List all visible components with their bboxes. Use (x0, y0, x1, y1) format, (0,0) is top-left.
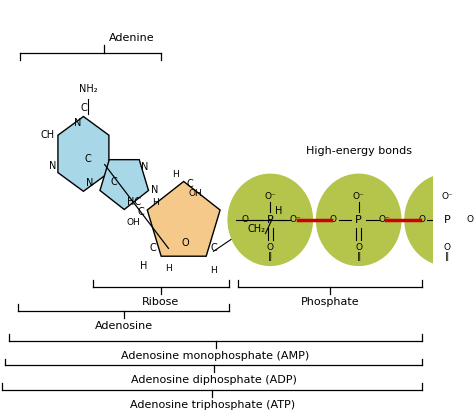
Text: High-energy bonds: High-energy bonds (306, 146, 412, 156)
Text: Ribose: Ribose (142, 297, 180, 306)
Polygon shape (58, 116, 109, 191)
Text: Adenine: Adenine (109, 33, 154, 43)
Text: ‖: ‖ (268, 252, 273, 261)
Text: O⁻: O⁻ (264, 192, 276, 201)
Text: O⁻: O⁻ (353, 192, 365, 201)
Text: C: C (211, 243, 218, 253)
Text: N: N (141, 161, 148, 172)
Text: O⁻: O⁻ (378, 215, 390, 224)
Text: ‖: ‖ (445, 252, 449, 261)
Text: Adenosine triphosphate (ATP): Adenosine triphosphate (ATP) (130, 400, 295, 410)
Text: P: P (267, 215, 273, 225)
Text: N: N (86, 178, 93, 188)
Circle shape (316, 173, 401, 266)
Text: ‖: ‖ (356, 252, 361, 261)
Text: NH₂: NH₂ (79, 84, 97, 94)
Polygon shape (147, 181, 220, 256)
Text: OH: OH (188, 189, 202, 198)
Circle shape (228, 173, 313, 266)
Text: O⁻: O⁻ (290, 215, 301, 224)
Text: C: C (186, 178, 193, 188)
Polygon shape (100, 160, 148, 209)
Text: Adenosine diphosphate (ADP): Adenosine diphosphate (ADP) (131, 375, 297, 385)
Text: C: C (138, 207, 145, 217)
Text: O: O (444, 243, 451, 252)
Text: O⁻: O⁻ (467, 215, 474, 224)
Text: Phosphate: Phosphate (301, 297, 360, 306)
Text: C: C (111, 176, 118, 187)
Text: P: P (444, 215, 450, 225)
Text: C: C (150, 243, 156, 253)
Circle shape (404, 173, 474, 266)
Text: OH: OH (126, 218, 140, 227)
Text: H: H (210, 266, 217, 275)
Text: H: H (173, 170, 179, 179)
Text: P: P (356, 215, 362, 225)
Text: C: C (84, 154, 91, 164)
Text: O: O (418, 215, 425, 224)
Text: CH₂: CH₂ (247, 224, 265, 234)
Text: N: N (49, 161, 56, 171)
Text: H: H (165, 264, 172, 273)
Text: O: O (182, 238, 189, 248)
Text: O: O (267, 243, 274, 252)
Text: CH: CH (40, 130, 55, 140)
Text: C: C (80, 102, 87, 113)
Text: HC: HC (127, 197, 141, 206)
Text: O: O (355, 243, 362, 252)
Text: Adenosine monophosphate (AMP): Adenosine monophosphate (AMP) (121, 351, 310, 361)
Text: O⁻: O⁻ (441, 192, 453, 201)
Text: H: H (152, 198, 159, 207)
Text: O: O (329, 215, 337, 224)
Text: H: H (275, 206, 283, 216)
Text: N: N (151, 185, 159, 195)
Text: N: N (74, 119, 82, 128)
Text: Adenosine: Adenosine (94, 321, 153, 331)
Text: O: O (241, 215, 248, 224)
Text: H: H (140, 261, 147, 271)
